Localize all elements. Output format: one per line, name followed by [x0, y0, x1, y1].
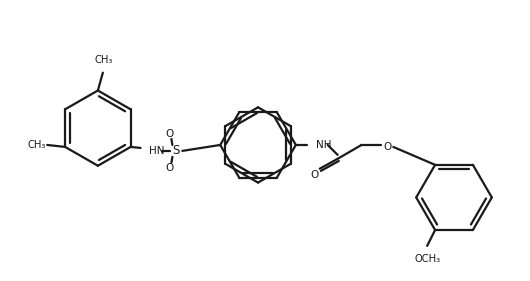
Text: OCH₃: OCH₃ — [414, 254, 440, 264]
Text: O: O — [383, 142, 392, 152]
Text: CH₃: CH₃ — [95, 55, 113, 65]
Text: O: O — [165, 163, 173, 173]
Text: HN: HN — [148, 146, 164, 156]
Text: S: S — [173, 144, 180, 157]
Text: NH: NH — [316, 140, 331, 150]
Text: O: O — [165, 129, 173, 139]
Text: CH₃: CH₃ — [28, 140, 46, 150]
Text: O: O — [311, 170, 319, 180]
